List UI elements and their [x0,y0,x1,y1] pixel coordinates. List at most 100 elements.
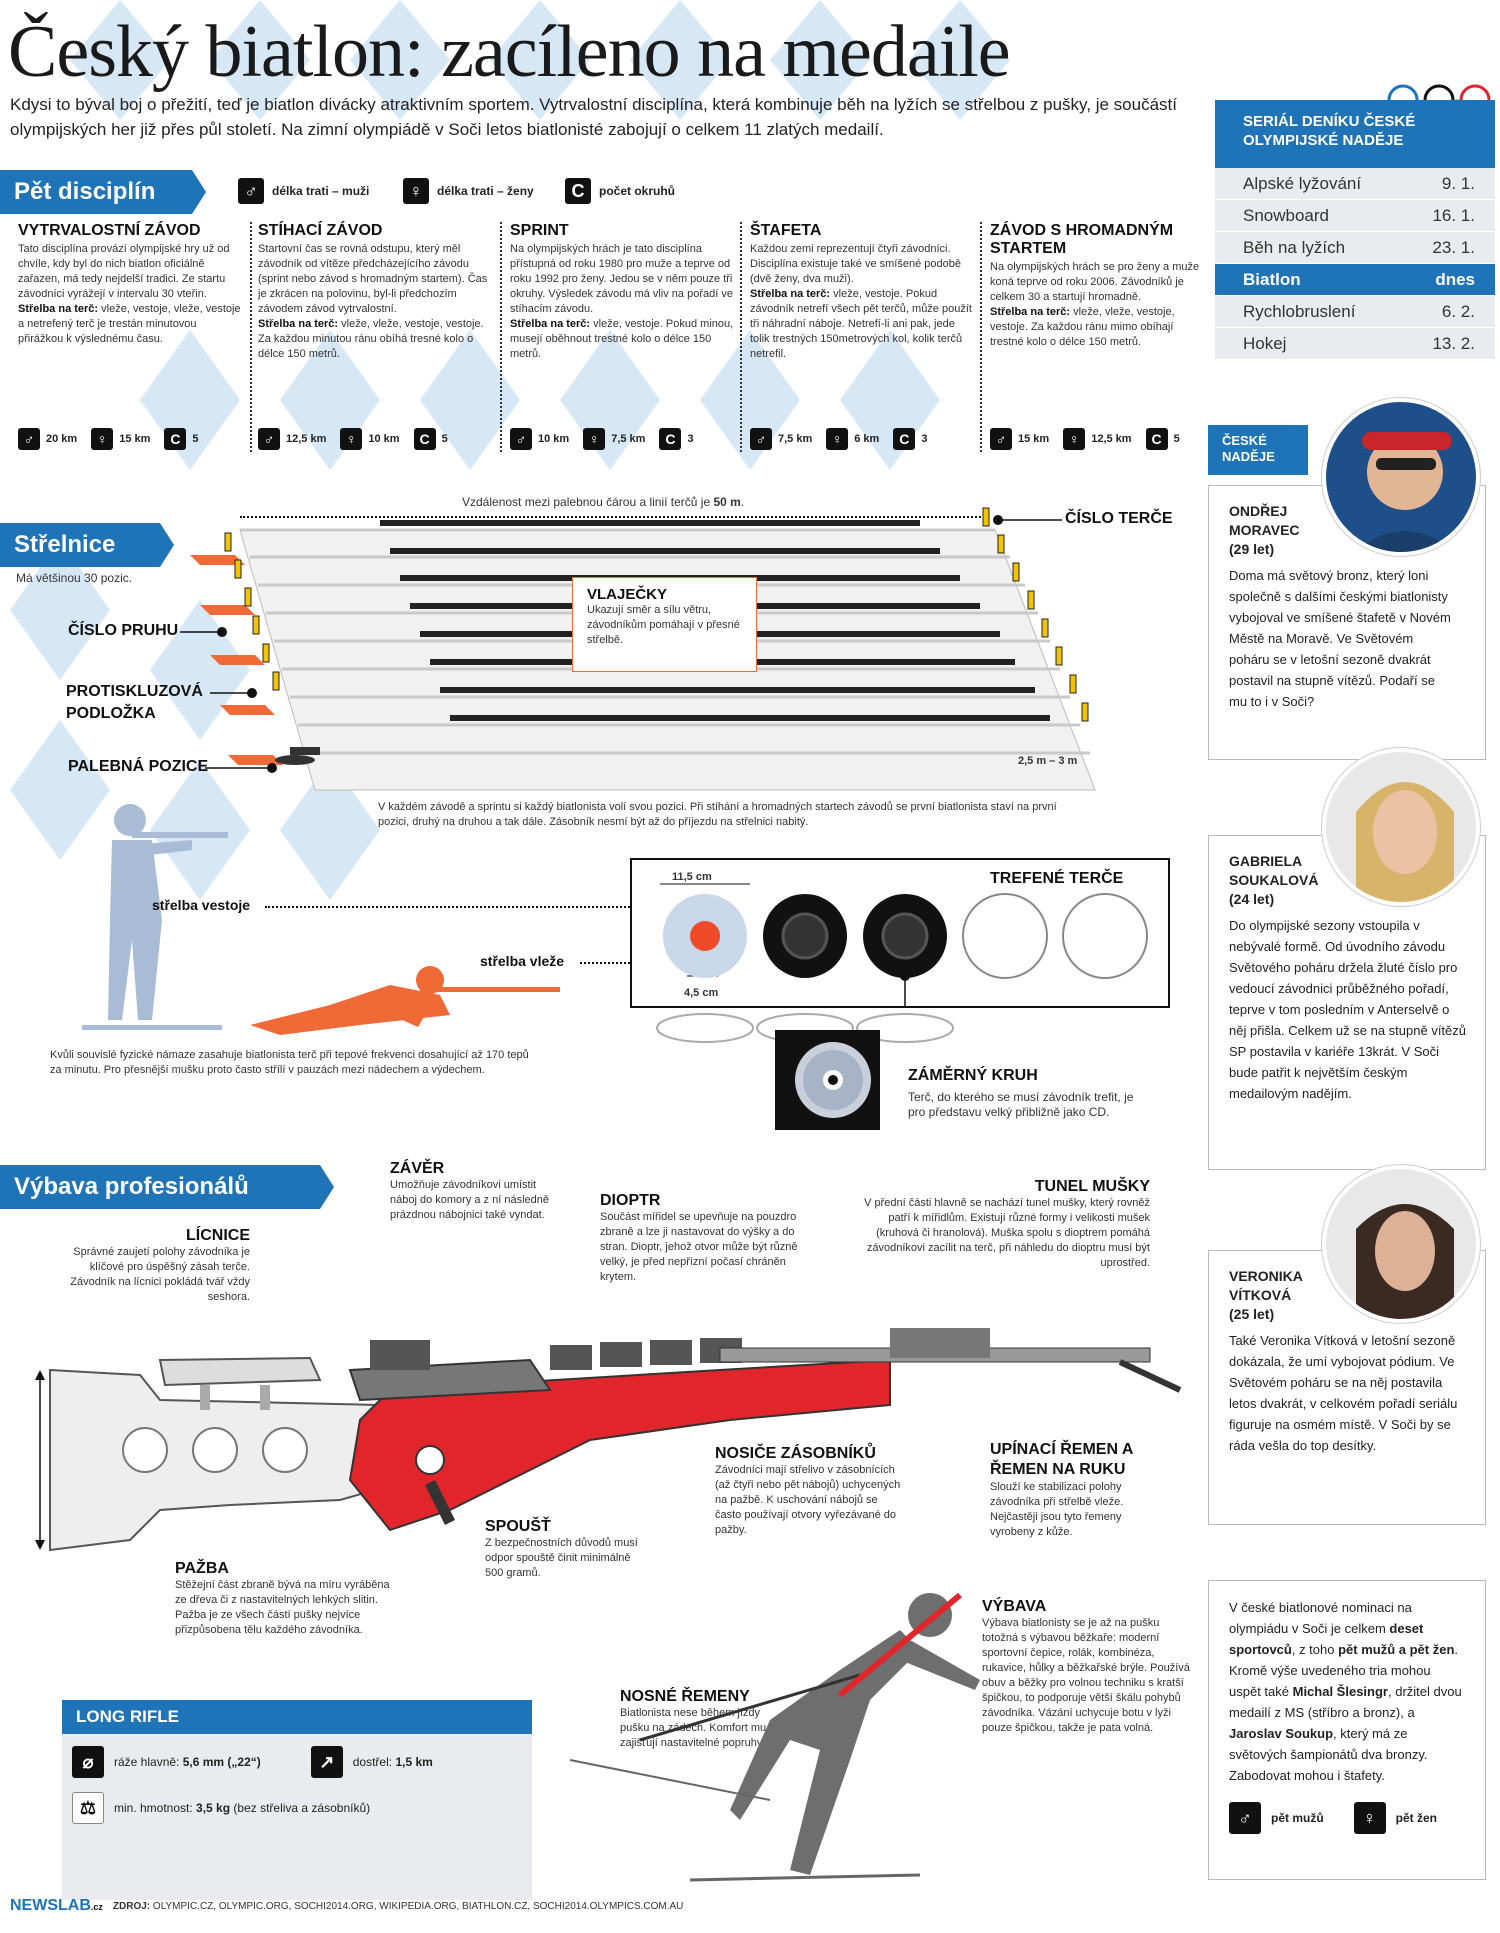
series-panel: SERIÁL DENÍKU ČESKÉ OLYMPIJSKÉ NADĚJE Al… [1215,100,1495,360]
part-text: Správné zaujetí polohy závodníka je klíč… [70,1246,250,1303]
part-title: ZÁVĚR [390,1160,445,1177]
part-cheek: LÍCNICE Správné zaujetí polohy závodníka… [60,1227,250,1305]
shoot-text: vleže, vestoje. Pokud závodník netrefí v… [750,288,972,360]
leader-line [993,515,1062,525]
athlete-portrait-icon [1354,432,1456,552]
part-bolt: ZÁVĚR Umožňuje závodníkovi umístit náboj… [390,1160,560,1223]
lane-number-label: ČÍSLO PRUHU [68,622,179,639]
skier-figure [569,1592,980,1882]
series-date: 9. 1. [1441,173,1475,193]
series-row: Rychlobruslení 6. 2. [1215,296,1495,328]
legend-women: ♀ délka trati – ženy [403,178,534,204]
shoot-label: Střelba na terč: [750,288,831,300]
nomination-card: V české biatlonové nominaci na olympiádu… [1208,1580,1486,1880]
athlete-name: ONDŘEJ MORAVEC [1229,503,1300,538]
part-title: DIOPTR [600,1192,661,1209]
series-heading: SERIÁL DENÍKU ČESKÉ OLYMPIJSKÉ NADĚJE [1215,100,1495,168]
discipline-title: ŠTAFETA [750,222,822,239]
part-diopter: DIOPTR Součást mířidel se upevňuje na po… [600,1192,810,1285]
athlete-photo-vitkova [1322,1165,1480,1323]
legend-label: délka trati – muži [272,184,370,198]
series-sport: Snowboard [1243,205,1330,225]
athlete-age: (25 let) [1229,1306,1275,1322]
shoot-label: Střelba na terč: [18,303,99,315]
part-stock: PAŽBA Stěžejní část zbraně bývá na míru … [175,1560,395,1638]
series-row: Snowboard 16. 1. [1215,200,1495,232]
inner-size-label: 4,5 cm [684,987,719,999]
male-symbol-icon: ♂ [510,428,532,450]
series-date: 16. 1. [1432,205,1475,225]
sources-text: OLYMPIC.CZ, OLYMPIC.ORG, SOCHI2014.ORG, … [150,1900,684,1912]
nomination-text: V české biatlonové nominaci na olympiádu… [1229,1600,1462,1783]
part-title: UPÍNACÍ ŘEMEN A ŘEMEN NA RUKU [990,1441,1133,1478]
distance-line [240,516,985,518]
athlete-portrait-icon [1356,782,1454,902]
heart-rate-note: Kvůli souvislé fyzické námaze zasahuje b… [50,1049,529,1076]
shoot-text: vleže, vestoje. Pokud minou, musejí oběh… [510,318,734,360]
flags-title: VLAJEČKY [587,586,668,603]
discipline-title: ZÁVOD S HROMADNÝM STARTEM [990,222,1174,257]
series-row: Hokej 13. 2. [1215,328,1495,360]
female-symbol-icon: ♀ [583,428,606,450]
leader-line [205,763,277,773]
male-symbol-icon: ♂ [258,428,280,450]
series-date: dnes [1435,269,1475,289]
male-symbol-icon: ♂ [990,428,1012,450]
athlete-text: Také Veronika Vítková v letošní sezoně d… [1229,1333,1458,1453]
part-title: VÝBAVA [982,1598,1047,1615]
targets-drawing [660,883,1148,1008]
laps-icon: C [1145,428,1168,450]
divider [250,222,252,452]
shoot-label: Střelba na terč: [990,306,1071,318]
series-sport: Hokej [1243,333,1287,353]
part-text: Slouží ke stabilizaci polohy závodníka p… [990,1481,1124,1538]
athlete-text: Doma má světový bronz, který loni společ… [1229,568,1451,709]
series-date: 23. 1. [1432,237,1475,257]
series-row: Běh na lyžích 23. 1. [1215,232,1495,264]
range-arrow-icon: ↗ [310,1746,343,1778]
standing-line [265,906,630,908]
mat-label: PROTISKLUZOVÁ PODLOŽKA [66,683,203,722]
part-text: Součást mířidel se upevňuje na pouzdro z… [600,1211,798,1283]
discipline-relay: ŠTAFETA Každou zemi reprezentují čtyři z… [750,222,972,362]
long-rifle-panel: LONG RIFLE ⌀ ráže hlavně: 5,6 mm („22“) … [62,1700,532,1900]
range-distance-note: Vzdálenost mezi palebnou čárou a linií t… [462,495,745,509]
discipline-text: Každou zemi reprezentují čtyři závodníci… [750,243,961,285]
athlete-age: (24 let) [1229,891,1275,907]
part-title: NOSIČE ZÁSOBNÍKŮ [715,1445,876,1462]
part-text: Z bezpečnostních důvodů musí odpor spouš… [485,1537,638,1579]
discipline-text: Na olympijských hrách se pro ženy a muže… [990,261,1200,303]
series-date: 6. 2. [1441,301,1475,321]
shoot-label: Střelba na terč: [258,318,339,330]
target-size-label: 11,5 cm [672,871,712,883]
rifle-drawing [35,1328,1182,1552]
part-title: SPOUŠŤ [485,1518,551,1535]
range-heading: Střelnice [0,523,174,567]
flags-callout: VLAJEČKY Ukazují směr a sílu větru, závo… [572,577,757,672]
positions-note: V každém závodě a sprintu si každý biatl… [378,801,1057,828]
aim-circle-title: ZÁMĚRNÝ KRUH [908,1067,1038,1084]
athlete-photo-moravec [1322,398,1480,556]
laps-icon: C [164,428,187,450]
target-number-label: ČÍSLO TERČE [1065,510,1173,527]
divider [980,222,982,452]
discipline-mass-start: ZÁVOD S HROMADNÝM STARTEM Na olympijskýc… [990,222,1200,350]
shoot-text: vleže, vleže, vestoje, vestoje. Za každo… [990,306,1175,348]
discipline-title: SPRINT [510,222,569,239]
nomination-legend: ♂ pět mužů ♀ pět žen [1229,1802,1465,1834]
female-symbol-icon: ♀ [826,428,849,450]
discipline-title: VYTRVALOSTNÍ ZÁVOD [18,222,201,239]
legend-label: počet okruhů [599,184,676,198]
series-sport: Běh na lyžích [1243,237,1346,257]
female-symbol-icon: ♀ [403,178,429,204]
shoot-text: vleže, vleže, vestoje, vestoje. Za každo… [258,318,484,360]
shoot-label: Střelba na terč: [510,318,591,330]
divider [500,222,502,452]
male-symbol-icon: ♂ [750,428,772,450]
standing-shooter-figure [82,804,228,1030]
